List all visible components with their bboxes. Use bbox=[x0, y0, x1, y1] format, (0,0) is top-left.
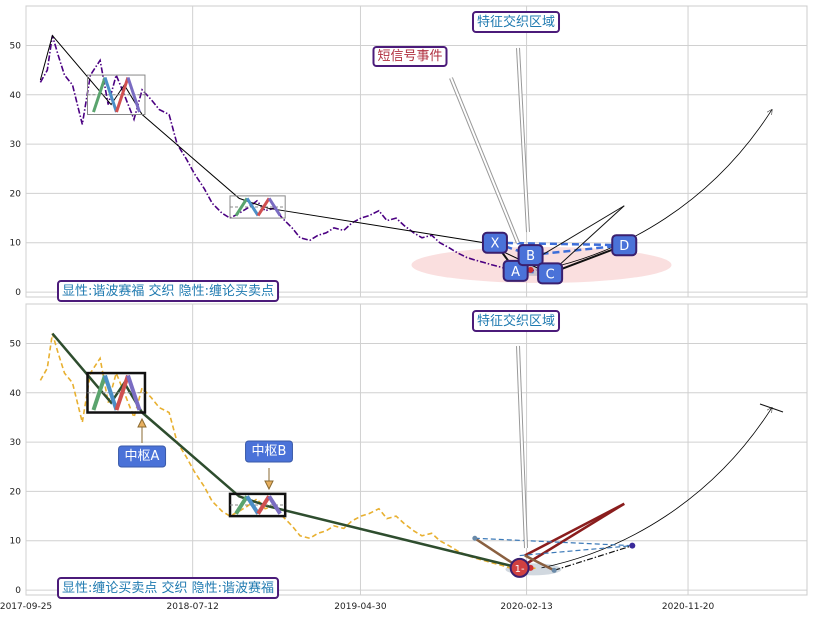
legend-text: 显性:谐波赛福 交织 隐性:缠论买卖点 bbox=[62, 283, 274, 299]
series-line-arc bbox=[541, 110, 771, 271]
point-badge bbox=[611, 234, 638, 257]
y-tick-label: 10 bbox=[10, 239, 22, 249]
series-line-dash-dot bbox=[39, 35, 537, 274]
y-tick-label: 0 bbox=[15, 288, 21, 298]
point-label-c: C bbox=[546, 267, 555, 282]
legend-text: 显性:缠论买卖点 交织 隐性:谐波赛福 bbox=[62, 580, 274, 596]
feature-region-label: 特征交织区域 bbox=[477, 313, 555, 329]
y-tick-label: 0 bbox=[15, 586, 21, 596]
zigzag-segment bbox=[92, 77, 107, 113]
x-tick-label: 2020-02-13 bbox=[500, 602, 552, 612]
zigzag-segment bbox=[103, 77, 118, 113]
y-tick-label: 20 bbox=[10, 487, 22, 497]
zigzag-segment bbox=[234, 495, 249, 515]
chan-leg bbox=[549, 205, 625, 274]
point-badge bbox=[517, 244, 544, 267]
arc-end-bar bbox=[759, 403, 784, 413]
annotation-box bbox=[57, 280, 280, 302]
panel-bottom: 0 10 20 30 40 50 2017-09-25 2018-07-12 2019-04-3… bbox=[0, 303, 808, 612]
chan-stroke bbox=[519, 502, 625, 569]
buy-point-label: 1- bbox=[515, 564, 525, 575]
x-tick-label: 2020-11-20 bbox=[662, 602, 715, 612]
short-signal-arrow-inner bbox=[450, 77, 519, 244]
point-badge bbox=[537, 262, 564, 285]
series-line-arc bbox=[541, 408, 771, 569]
point-badge bbox=[481, 231, 508, 254]
y-tick-label: 50 bbox=[10, 41, 22, 51]
x-tick-label: 2019-04-30 bbox=[334, 602, 387, 612]
zhongshu-a-arrowhead bbox=[137, 417, 147, 428]
harmonic-dashed bbox=[519, 545, 633, 557]
harmonic-dashed bbox=[530, 243, 625, 257]
y-tick-label: 40 bbox=[10, 91, 22, 101]
x-tick-label: 2018-07-12 bbox=[167, 602, 219, 612]
node-dot bbox=[472, 535, 478, 541]
feature-arrow-inner bbox=[517, 345, 527, 549]
point-label-x: X bbox=[490, 237, 499, 252]
zhongshu-b-arrowhead bbox=[264, 480, 274, 491]
zhongshu-b-box bbox=[245, 440, 293, 463]
zhongshu-a-box bbox=[118, 445, 167, 468]
zigzag-segment bbox=[267, 197, 282, 217]
zigzag-segment bbox=[256, 197, 271, 217]
annotation-box bbox=[57, 577, 280, 599]
harmonic-dashdot bbox=[553, 545, 633, 571]
y-tick-label: 10 bbox=[10, 537, 22, 547]
y-tick-label: 40 bbox=[10, 389, 22, 399]
zigzag-segment bbox=[126, 77, 141, 113]
x-tick-label: 2017-09-25 bbox=[0, 602, 52, 612]
signal-dot bbox=[527, 266, 534, 273]
annotation-box bbox=[471, 11, 561, 33]
y-tick-label: 50 bbox=[10, 339, 22, 349]
feature-region-label: 特征交织区域 bbox=[477, 14, 555, 30]
point-label-d: D bbox=[619, 239, 629, 254]
annotation-box bbox=[471, 310, 561, 332]
zhongshu-b-label: 中枢B bbox=[252, 444, 287, 459]
zigzag-segment bbox=[114, 374, 130, 411]
zigzag-segment bbox=[91, 374, 107, 411]
zigzag-segment bbox=[256, 495, 271, 515]
zigzag-segment bbox=[245, 495, 260, 515]
point-label-b: B bbox=[526, 249, 535, 264]
y-tick-label: 20 bbox=[10, 189, 22, 199]
zigzag-segment bbox=[115, 77, 130, 113]
annotation-box bbox=[372, 46, 448, 67]
buy-point-marker bbox=[509, 557, 530, 578]
y-tick-label: 30 bbox=[10, 140, 22, 150]
node-dot bbox=[629, 542, 636, 549]
chan-stroke bbox=[524, 554, 555, 572]
zigzag-segment bbox=[245, 197, 260, 217]
point-label-a: A bbox=[511, 265, 520, 280]
short-signal-label: 短信号事件 bbox=[377, 49, 442, 64]
zigzag-segment bbox=[267, 495, 282, 515]
zigzag-segment bbox=[126, 374, 142, 411]
zigzag-segment bbox=[103, 374, 119, 411]
y-tick-label: 30 bbox=[10, 438, 22, 448]
feature-arrow-inner bbox=[517, 47, 529, 233]
harmonic-dashed bbox=[474, 537, 633, 547]
node-dot bbox=[551, 567, 557, 573]
zhongshu-a-label: 中枢A bbox=[125, 449, 160, 464]
chan-stroke bbox=[524, 502, 625, 557]
zigzag-segment bbox=[234, 197, 249, 217]
